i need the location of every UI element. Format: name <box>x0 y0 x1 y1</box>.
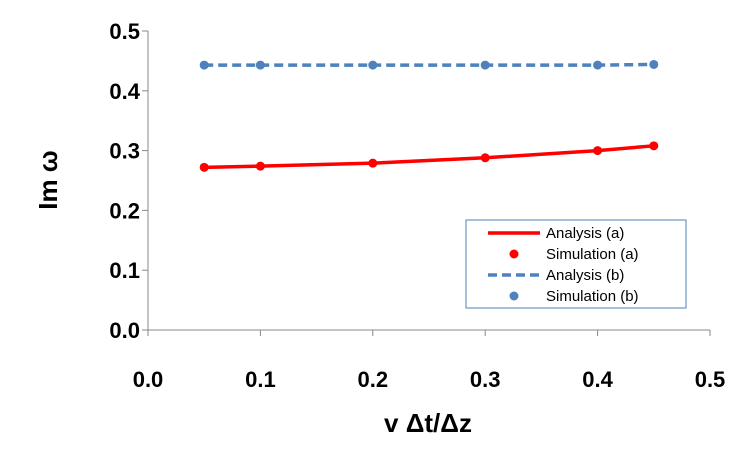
data-point-simulation-b <box>649 59 659 69</box>
data-point-simulation-b <box>480 60 490 70</box>
data-point-simulation-a <box>255 161 265 171</box>
x-tick-label: 0.1 <box>245 367 276 392</box>
legend-label-analysis-a: Analysis (a) <box>546 225 624 242</box>
series-line-analysis-b <box>204 62 654 67</box>
x-tick-label: 0.2 <box>358 367 389 392</box>
x-tick-label: 0.5 <box>695 367 726 392</box>
data-point-simulation-b <box>368 60 378 70</box>
data-point-simulation-a <box>593 146 603 156</box>
y-tick-label: 0.1 <box>109 258 140 283</box>
axes <box>142 30 711 336</box>
y-tick-label: 0.0 <box>109 318 140 343</box>
data-point-simulation-b <box>593 60 603 70</box>
x-tick-label: 0.0 <box>133 367 164 392</box>
legend-label-simulation-b: Simulation (b) <box>546 288 639 305</box>
legend-label-simulation-a: Simulation (a) <box>546 246 639 263</box>
data-point-simulation-b <box>199 60 209 70</box>
y-tick-labels: 0.0 0.1 0.2 0.3 0.4 0.5 <box>109 19 140 343</box>
series-line-analysis-a <box>202 144 656 170</box>
x-tick-label: 0.3 <box>470 367 501 392</box>
x-tick-label: 0.4 <box>582 367 613 392</box>
y-tick-label: 0.5 <box>109 19 140 44</box>
plot-series <box>199 59 659 172</box>
x-tick-labels: 0.0 0.1 0.2 0.3 0.4 0.5 <box>133 367 726 392</box>
data-point-simulation-b <box>255 60 265 70</box>
legend: Analysis (a) Simulation (a) Analysis (b) Si… <box>465 219 687 309</box>
legend-swatch-simulation-b <box>509 291 519 301</box>
legend-box <box>465 219 687 309</box>
y-tick-label: 0.3 <box>109 139 140 164</box>
y-axis-title: Im ω <box>33 150 63 210</box>
legend-swatch-simulation-a <box>509 249 519 259</box>
legend-label-analysis-b: Analysis (b) <box>546 267 624 284</box>
y-tick-label: 0.2 <box>109 198 140 223</box>
x-axis-title: v Δt/Δz <box>384 408 472 438</box>
data-point-simulation-a <box>480 153 490 163</box>
y-tick-label: 0.4 <box>109 79 140 104</box>
data-point-simulation-a <box>649 141 659 151</box>
data-point-simulation-a <box>199 162 209 172</box>
data-point-simulation-a <box>368 158 378 168</box>
